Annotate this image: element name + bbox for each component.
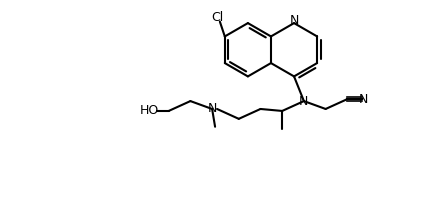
- Text: N: N: [359, 93, 369, 106]
- Text: N: N: [290, 14, 299, 27]
- Text: N: N: [207, 103, 217, 116]
- Text: HO: HO: [140, 104, 159, 117]
- Text: N: N: [299, 95, 309, 108]
- Text: Cl: Cl: [211, 11, 223, 24]
